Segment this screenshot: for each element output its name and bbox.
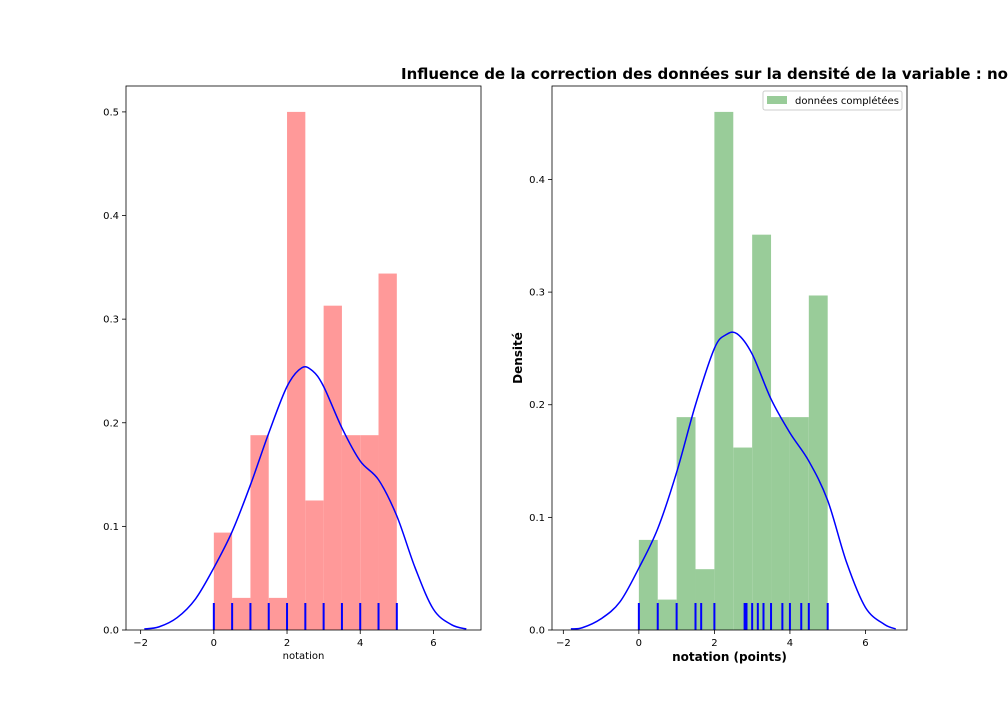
right-histogram-bar — [752, 234, 772, 630]
right-histogram-bar — [638, 539, 658, 630]
left-histogram-bar — [250, 435, 269, 630]
legend: données complétées — [762, 90, 903, 111]
right-histogram-panel: notation (points) Densité données complé… — [511, 85, 908, 664]
right-histogram-bar — [695, 569, 715, 630]
left-axes-frame — [125, 85, 482, 631]
left-histogram-bar — [360, 435, 379, 630]
right-x-tick-label: 4 — [787, 638, 793, 649]
right-kde-curve — [570, 331, 896, 630]
right-y-tick-label: 0.4 — [529, 175, 545, 186]
right-histogram-bar — [733, 447, 753, 630]
left-x-tick-label: 6 — [430, 638, 436, 649]
right-x-tick-label: 2 — [711, 638, 717, 649]
legend-swatch — [767, 96, 787, 104]
left-x-tick-label: 0 — [211, 638, 217, 649]
left-histogram-bar — [341, 435, 361, 630]
right-histogram-bar — [714, 111, 734, 630]
left-y-tick-label: 0.1 — [103, 522, 119, 533]
left-y-tick-label: 0.3 — [103, 315, 119, 326]
right-y-tick-label: 0.1 — [529, 513, 545, 524]
legend-entry-label: données complétées — [795, 95, 899, 107]
left-y-tick-label: 0.5 — [103, 107, 119, 118]
right-histogram-bar — [789, 417, 809, 630]
left-histogram-bar — [213, 532, 233, 630]
left-histogram-bar — [287, 111, 306, 630]
right-axes-frame — [551, 85, 908, 631]
left-y-tick-label: 0.2 — [103, 418, 119, 429]
left-histogram-bar — [305, 500, 324, 630]
left-histogram-panel: notation −2 0 2 4 6 0.0 0.1 0.2 0.3 0.4 0.5 — [103, 85, 482, 662]
right-histogram-bar — [657, 599, 677, 630]
left-histogram-bar — [378, 273, 397, 630]
right-y-axis-label: Densité — [511, 332, 525, 384]
left-y-tick-label: 0.4 — [103, 211, 119, 222]
left-kde-curve — [144, 366, 467, 630]
left-x-tick-label: 4 — [357, 638, 363, 649]
left-x-tick-label: −2 — [133, 638, 148, 649]
right-y-tick-label: 0.0 — [529, 626, 545, 637]
legend-frame — [762, 90, 903, 111]
right-x-tick-label: 0 — [636, 638, 642, 649]
right-y-tick-label: 0.2 — [529, 400, 545, 411]
right-histogram-bar — [771, 417, 790, 630]
left-histogram-bar — [268, 597, 288, 630]
left-x-axis-label: notation — [283, 651, 325, 662]
right-x-axis-label: notation (points) — [672, 650, 787, 664]
left-x-tick-label: 2 — [284, 638, 290, 649]
right-histogram-bar — [808, 295, 828, 630]
left-y-tick-label: 0.0 — [103, 626, 119, 637]
right-x-tick-label: 6 — [862, 638, 868, 649]
right-y-tick-label: 0.3 — [529, 288, 545, 299]
left-histogram-bar — [232, 597, 251, 630]
left-histogram-bar — [323, 305, 342, 630]
right-x-tick-label: −2 — [556, 638, 571, 649]
right-histogram-bar — [676, 417, 696, 630]
figure-title: Influence de la correction des données s… — [401, 65, 1008, 83]
